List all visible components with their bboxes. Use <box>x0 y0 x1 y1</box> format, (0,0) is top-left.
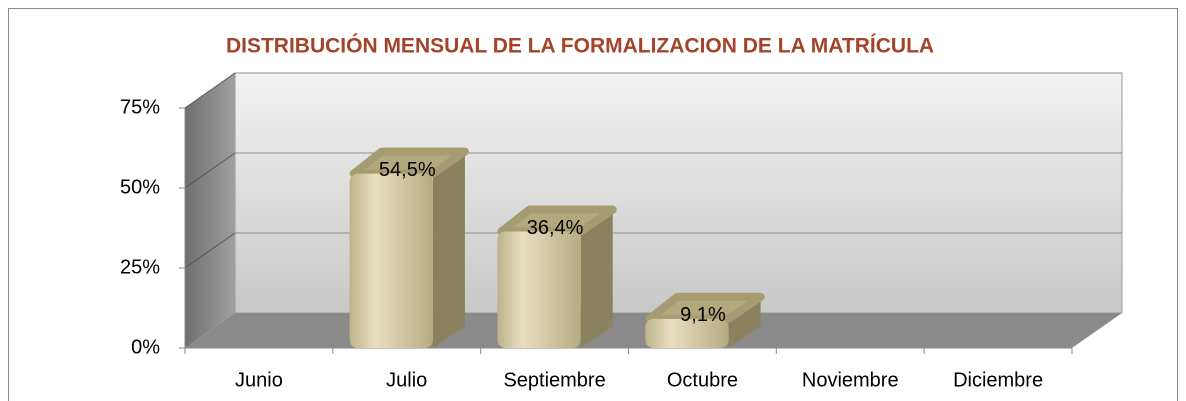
grid-line <box>184 152 236 189</box>
bar-side <box>728 296 761 348</box>
side-wall <box>185 73 235 348</box>
x-tick-label: Junio <box>235 369 283 391</box>
bar-side <box>432 151 465 348</box>
bar <box>645 318 729 348</box>
bar-side <box>580 209 613 348</box>
x-tick-label: Noviembre <box>802 369 899 391</box>
x-tick-label: Septiembre <box>503 369 605 391</box>
data-label: 54,5% <box>379 159 436 181</box>
data-label: 36,4% <box>527 217 584 239</box>
x-tick-label: Julio <box>386 369 427 391</box>
y-tick-label: 0% <box>131 336 160 358</box>
grid-line <box>184 232 236 269</box>
grid-line <box>184 72 236 109</box>
y-tick-label: 75% <box>120 96 160 118</box>
chart-title: DISTRIBUCIÓN MENSUAL DE LA FORMALIZACION… <box>226 34 934 58</box>
bar <box>497 231 581 348</box>
x-tick-label: Octubre <box>667 369 738 391</box>
y-tick-label: 25% <box>120 256 160 278</box>
data-label: 9,1% <box>680 304 726 326</box>
y-tick-label: 50% <box>120 176 160 198</box>
bar <box>349 173 433 348</box>
x-tick-label: Diciembre <box>953 369 1043 391</box>
